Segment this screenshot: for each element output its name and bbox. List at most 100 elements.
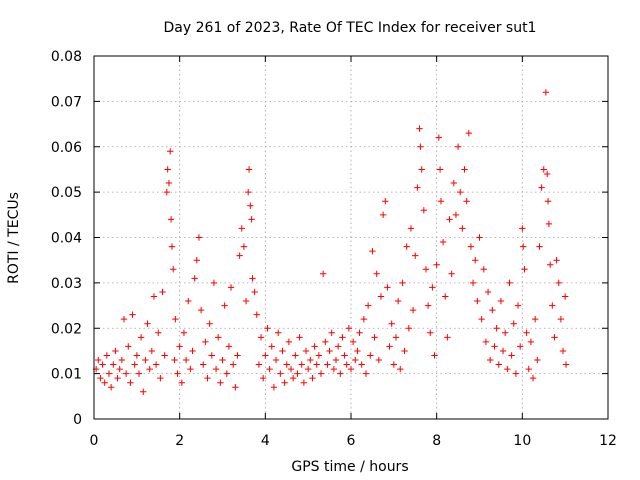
data-point (317, 370, 325, 377)
data-point (433, 261, 440, 268)
data-point (187, 365, 194, 373)
data-point (137, 334, 145, 341)
x-tick-label: 10 (513, 433, 531, 449)
data-point (356, 329, 363, 336)
data-point (309, 374, 316, 382)
data-point (146, 365, 153, 373)
data-point (544, 198, 552, 205)
data-point (465, 129, 472, 137)
data-point (120, 315, 128, 323)
data-point (133, 352, 141, 359)
data-point (171, 356, 178, 364)
data-point (232, 384, 239, 391)
data-point (319, 270, 327, 277)
data-point (397, 365, 404, 373)
data-point (549, 302, 556, 309)
data-point (324, 361, 331, 368)
data-point (248, 216, 255, 223)
data-point (253, 311, 260, 318)
data-point (307, 356, 314, 364)
y-tick-label: 0.03 (51, 276, 82, 292)
data-point (542, 89, 550, 96)
data-point (326, 347, 333, 355)
x-tick-label: 4 (261, 433, 270, 449)
data-point (97, 374, 104, 382)
data-point (418, 166, 425, 173)
x-tick-label: 0 (90, 433, 99, 449)
data-point (482, 338, 490, 346)
data-point (204, 374, 211, 382)
data-point (420, 207, 428, 214)
data-point (163, 188, 171, 196)
data-point (553, 256, 560, 264)
x-tick-label: 6 (347, 433, 356, 449)
data-point (457, 188, 464, 196)
data-point (469, 279, 477, 287)
data-point (197, 306, 205, 314)
data-point (495, 361, 502, 368)
data-point (525, 365, 532, 373)
data-point (165, 179, 173, 187)
data-point (442, 293, 449, 300)
data-point (536, 243, 543, 250)
y-tick-label: 0.02 (51, 321, 82, 337)
data-point (392, 334, 400, 341)
data-point (225, 343, 233, 350)
data-point (390, 361, 398, 368)
data-point (427, 329, 434, 336)
data-point (105, 370, 113, 377)
data-point (155, 329, 162, 336)
data-point (112, 347, 119, 355)
data-point (131, 361, 138, 368)
x-tick-label: 2 (175, 433, 184, 449)
data-point (219, 356, 226, 364)
data-point (191, 275, 198, 282)
data-point (300, 379, 308, 386)
data-point (504, 365, 511, 373)
data-point (330, 365, 338, 373)
data-point (480, 266, 487, 273)
data-point (107, 384, 115, 391)
data-point (135, 370, 143, 377)
data-point (407, 225, 415, 232)
data-point (352, 356, 359, 364)
data-point (167, 216, 175, 223)
data-point (489, 306, 496, 314)
data-point (431, 352, 438, 359)
data-point (114, 374, 121, 382)
data-point (497, 297, 505, 305)
data-point (180, 329, 188, 336)
data-point (118, 356, 126, 364)
data-point (95, 356, 102, 364)
data-point (277, 370, 284, 377)
data-point (238, 225, 245, 232)
data-point (110, 361, 117, 368)
data-point (448, 270, 455, 277)
data-point (270, 384, 278, 391)
data-point (409, 306, 417, 314)
data-point (394, 297, 402, 305)
data-point (512, 370, 520, 377)
data-point (562, 361, 570, 368)
data-point (150, 293, 158, 300)
data-point (354, 347, 361, 355)
data-point (531, 315, 539, 323)
data-point (519, 225, 526, 232)
data-point (287, 365, 295, 373)
data-point (129, 311, 136, 318)
data-point (386, 343, 393, 350)
data-point (289, 374, 297, 382)
data-point (294, 370, 301, 377)
data-point (264, 325, 271, 332)
x-tick-label: 8 (432, 433, 441, 449)
data-point (510, 320, 517, 327)
data-point (446, 216, 453, 223)
data-point (478, 315, 485, 323)
data-point (534, 356, 541, 364)
data-point (529, 374, 537, 382)
data-point (127, 379, 134, 386)
data-point (116, 365, 123, 373)
data-point (349, 338, 357, 346)
data-point (422, 266, 430, 273)
